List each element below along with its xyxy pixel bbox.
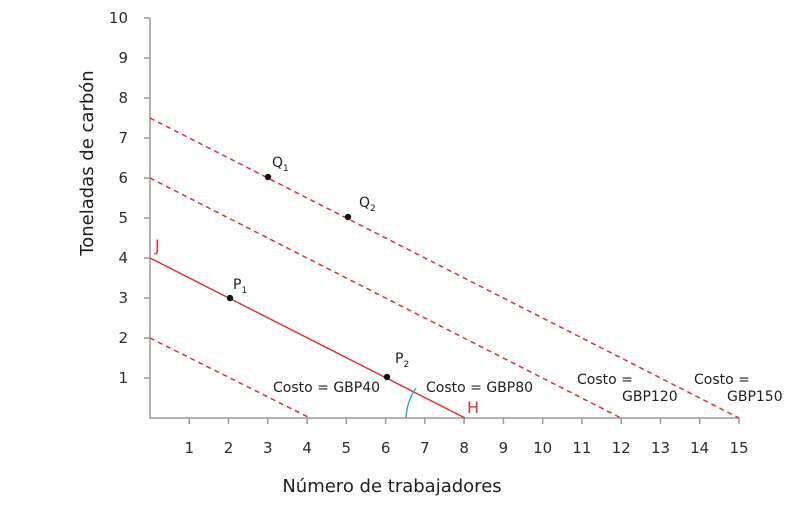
cost-label-gbp40: Costo = GBP40 (273, 380, 380, 396)
cost-label-gbp150-line2: GBP150 (727, 389, 783, 405)
point-q1 (264, 173, 272, 181)
x-tick-label: 1 (185, 439, 195, 457)
slope-angle-arc (405, 387, 417, 419)
x-tick-label: 6 (381, 439, 391, 457)
point-label-q1: Q1 (272, 155, 289, 174)
x-tick-label: 8 (459, 439, 469, 457)
y-ticks (144, 57, 150, 379)
cost-label-gbp120-line1: Costo = (577, 372, 633, 388)
y-tick-label: 2 (118, 329, 128, 347)
x-tick-label: 7 (420, 439, 430, 457)
y-tick-label: 8 (118, 89, 128, 107)
x-tick-label: 10 (533, 439, 552, 457)
x-tick-label: 13 (651, 439, 670, 457)
y-tick-label: 6 (118, 169, 128, 187)
x-tick-label: 15 (729, 439, 748, 457)
cost-label-gbp150-line1: Costo = (694, 372, 750, 388)
isocost-line-gbp80 (149, 257, 466, 419)
x-tick-label: 2 (224, 439, 234, 457)
x-tick-label: 4 (302, 439, 312, 457)
y-tick-label: 5 (118, 209, 128, 227)
y-tick-label: 9 (118, 49, 128, 67)
y-tick-label: 7 (118, 129, 128, 147)
point-p1 (226, 294, 234, 302)
cost-label-gbp120-line2: GBP120 (622, 389, 678, 405)
x-tick-label: 14 (690, 439, 709, 457)
y-tick-label: 3 (118, 289, 128, 307)
x-ticks (188, 418, 701, 424)
point-label-p2: P2 (395, 351, 409, 370)
point-label-p1: P1 (233, 277, 247, 296)
x-tick-label: 3 (263, 439, 273, 457)
y-tick-labels: 1 2 3 4 5 6 7 8 9 10 (109, 9, 128, 387)
cost-label-gbp80: Costo = GBP80 (426, 380, 533, 396)
x-tick-label: 11 (572, 439, 591, 457)
isocost-line-gbp150 (149, 117, 740, 419)
point-label-q2: Q2 (359, 195, 376, 214)
y-tick-label: 1 (118, 369, 128, 387)
x-tick-label: 12 (612, 439, 631, 457)
x-tick-label: 9 (499, 439, 509, 457)
data-points (226, 173, 391, 381)
isocost-line-gbp40 (149, 337, 311, 419)
y-axis-title: Toneladas de carbón (77, 70, 98, 256)
y-tick-label: 10 (109, 9, 128, 27)
x-axis-title: Número de trabajadores (282, 476, 501, 497)
y-tick-label: 4 (118, 249, 128, 267)
label-j: J (154, 236, 160, 255)
isocost-line-gbp120 (149, 177, 622, 419)
x-tick-labels: 1 2 3 4 5 6 7 8 9 10 11 12 13 14 15 (185, 439, 749, 457)
label-h: H (467, 398, 479, 417)
isocost-lines (149, 117, 740, 419)
point-p2 (383, 373, 391, 381)
x-tick-label: 5 (342, 439, 352, 457)
point-q2 (344, 213, 352, 221)
